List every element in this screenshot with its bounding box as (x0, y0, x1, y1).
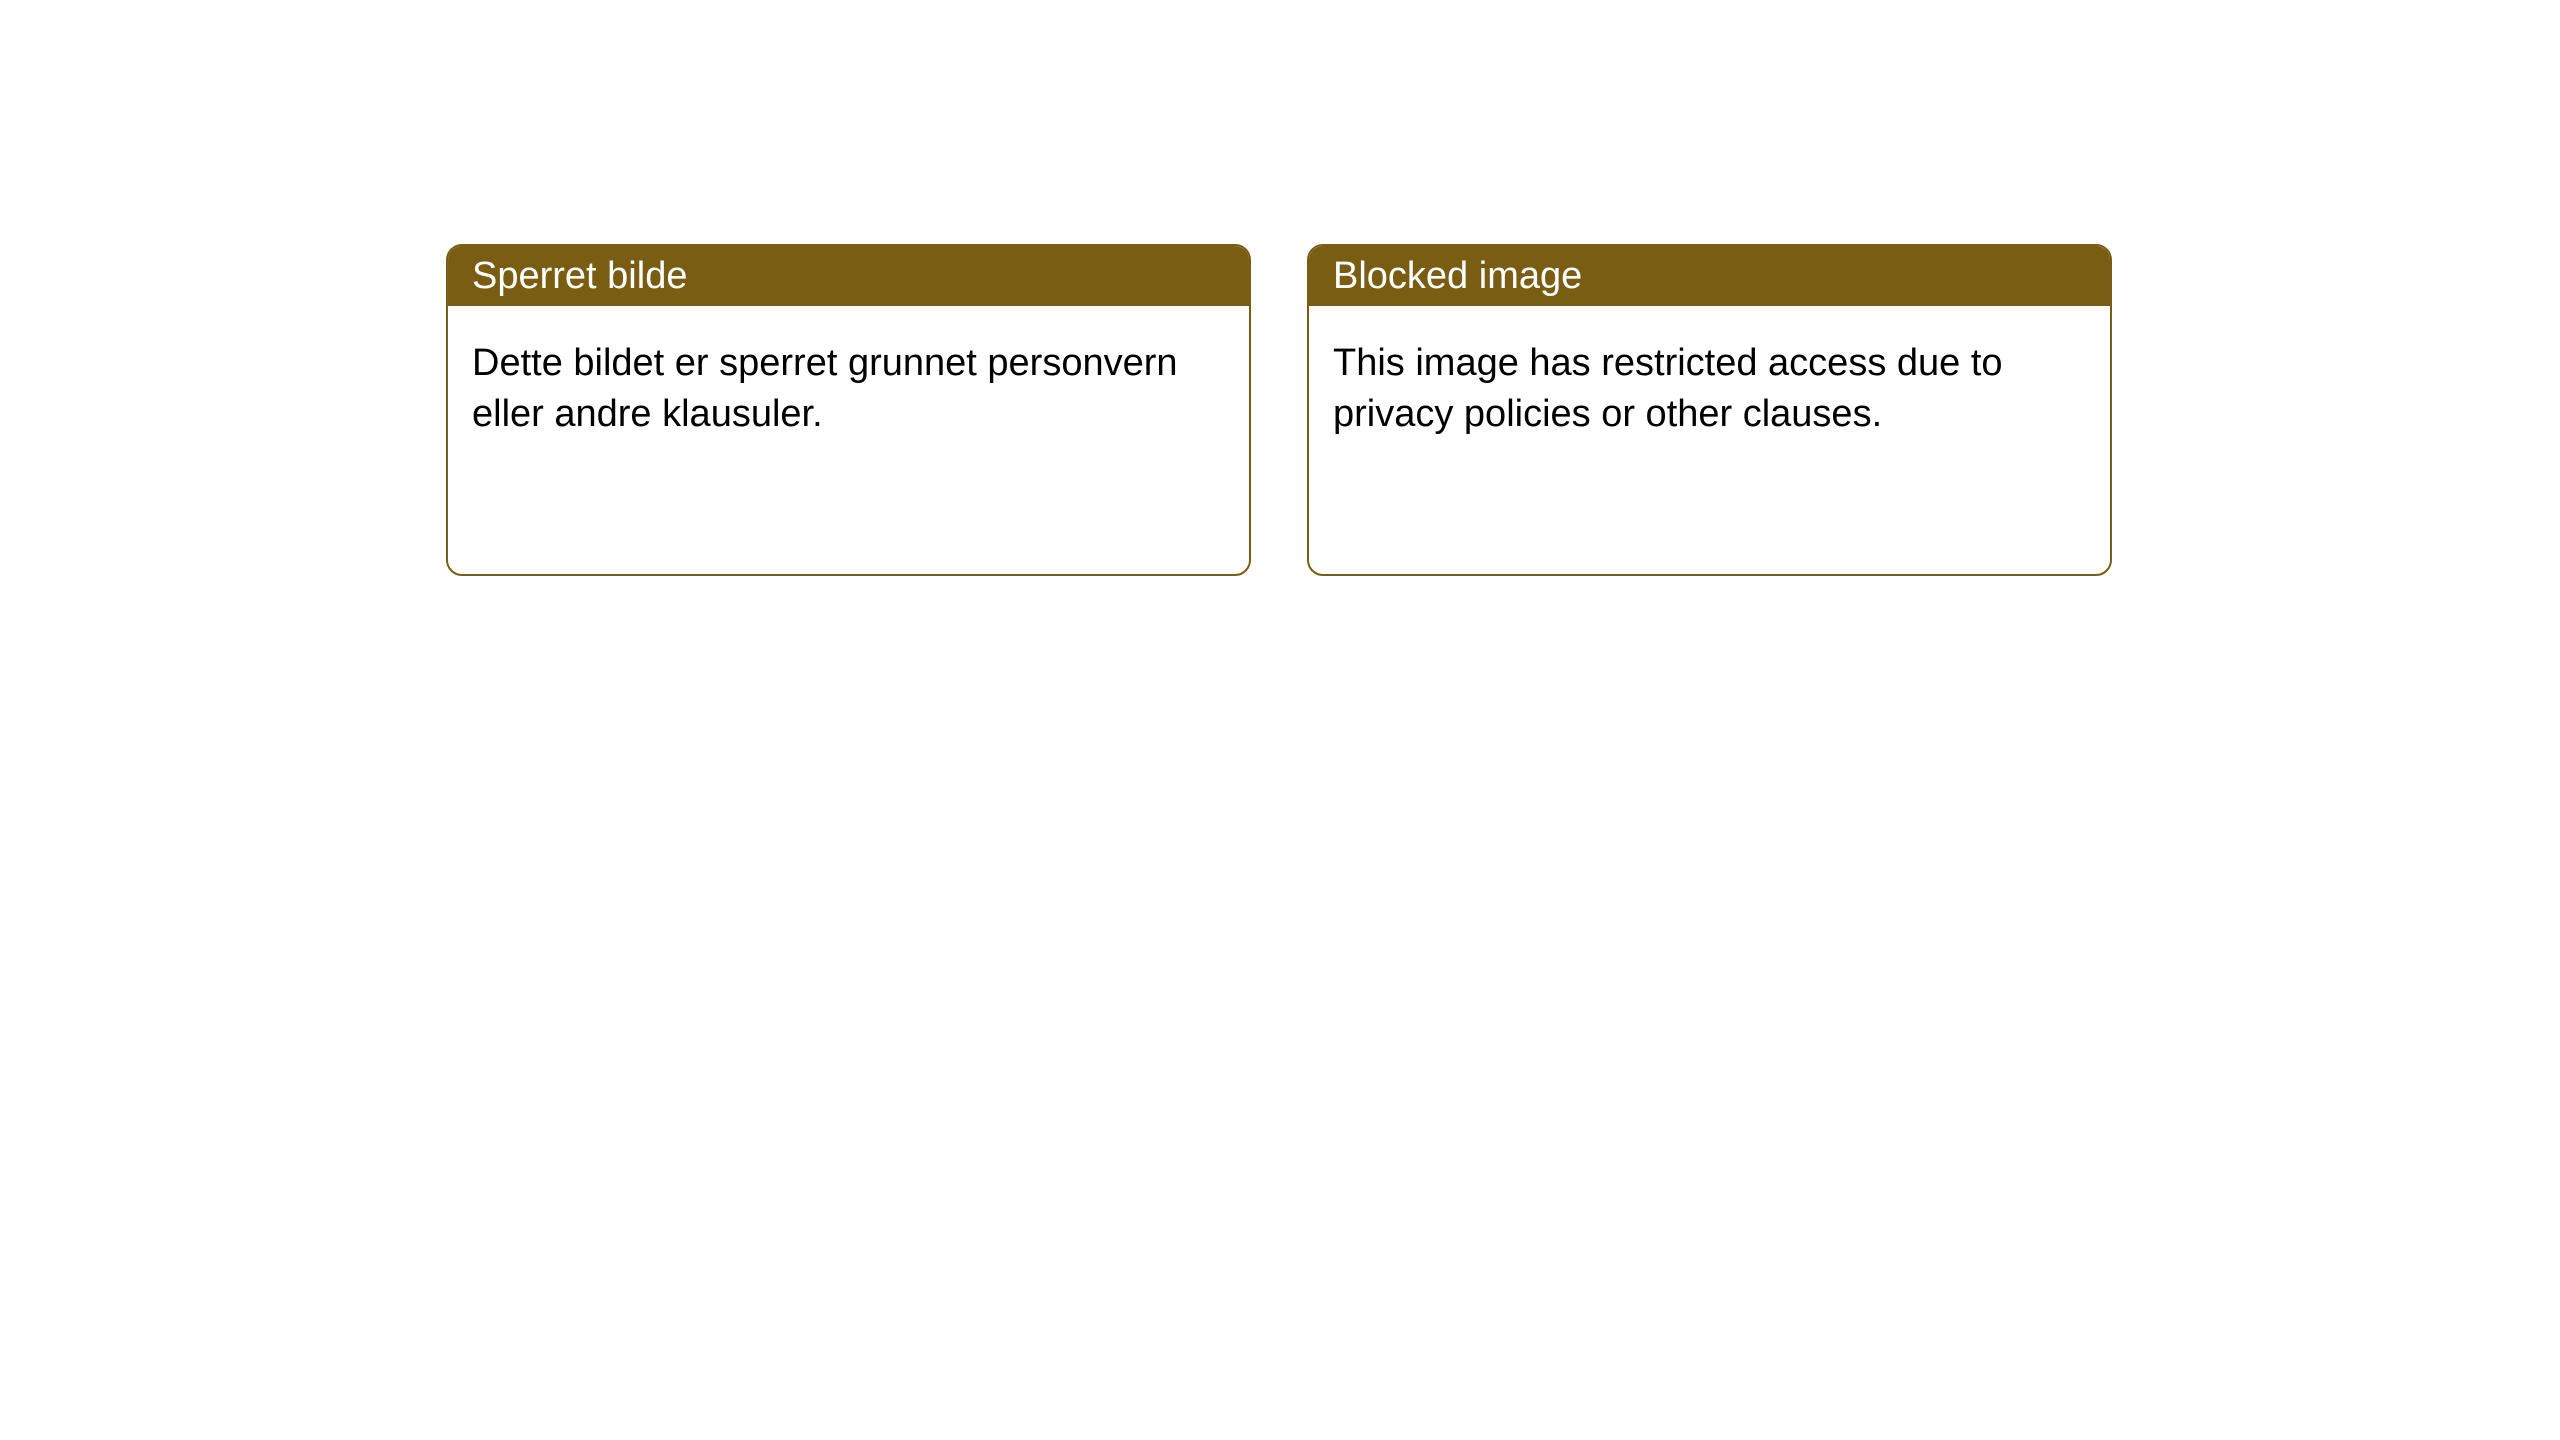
card-body: This image has restricted access due to … (1309, 306, 2110, 473)
card-header: Blocked image (1309, 246, 2110, 306)
card-header-text: Sperret bilde (472, 255, 687, 298)
notice-card-english: Blocked image This image has restricted … (1307, 244, 2112, 576)
card-header: Sperret bilde (448, 246, 1249, 306)
card-body-text: This image has restricted access due to … (1333, 342, 2003, 435)
card-body-text: Dette bildet er sperret grunnet personve… (472, 342, 1178, 435)
notice-card-norwegian: Sperret bilde Dette bildet er sperret gr… (446, 244, 1251, 576)
card-header-text: Blocked image (1333, 255, 1582, 298)
notice-card-container: Sperret bilde Dette bildet er sperret gr… (446, 244, 2112, 576)
card-body: Dette bildet er sperret grunnet personve… (448, 306, 1249, 473)
